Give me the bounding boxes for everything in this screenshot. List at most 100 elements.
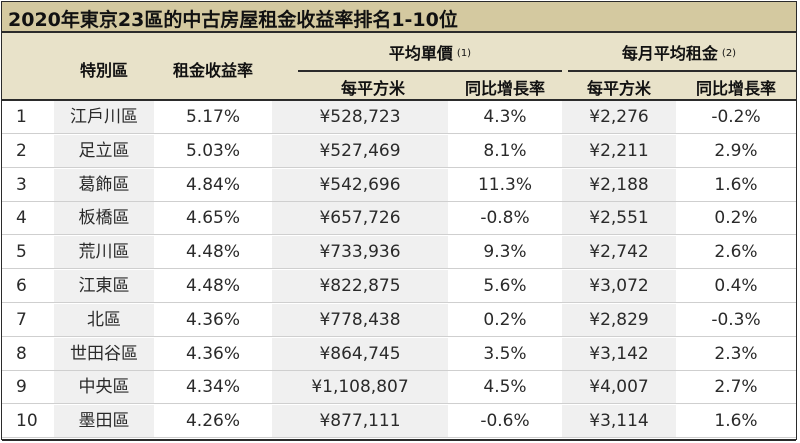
unit-price-cell: ¥877,111: [319, 411, 401, 432]
rent-cell: ¥2,742: [589, 242, 649, 263]
price-growth-cell: 4.3%: [483, 107, 527, 127]
rent-cell: ¥3,072: [589, 276, 649, 296]
table-row: 2 足立區 5.03% ¥527,469 8.1% ¥2,211 2.9%: [2, 134, 796, 168]
district-cell: 江戶川區: [70, 107, 138, 127]
yield-cell: 5.03%: [185, 140, 240, 161]
title-bar: 2020年東京23區的中古房屋租金收益率排名1-10位: [2, 2, 796, 33]
rank-cell: 2: [16, 140, 27, 161]
column-shade: [54, 168, 154, 201]
rent-growth-cell: 1.6%: [714, 411, 758, 432]
table-row: 6 江東區 4.48% ¥822,875 5.6% ¥3,072 0.4%: [2, 270, 796, 303]
rent-growth-cell: 2.7%: [714, 377, 758, 398]
rank-cell: 7: [16, 309, 27, 330]
yield-cell: 4.26%: [185, 411, 240, 432]
column-shade: [562, 236, 676, 269]
header-divider-rent: [568, 70, 796, 72]
price-growth-cell: -0.6%: [480, 411, 530, 432]
rent-growth-cell: 2.9%: [714, 140, 758, 161]
price-growth-cell: 11.3%: [477, 174, 532, 195]
rank-cell: 5: [16, 242, 27, 263]
yield-cell: 4.36%: [185, 309, 240, 330]
rent-cell: ¥2,188: [589, 174, 649, 195]
header-rent-growth: 同比增長率: [695, 79, 776, 98]
rank-cell: 4: [16, 208, 27, 229]
header-rent-label: 每月平均租金: [621, 44, 718, 63]
unit-price-cell: ¥527,469: [319, 140, 401, 161]
table-row: 1 江戶川區 5.17% ¥528,723 4.3% ¥2,276 -0.2%: [2, 101, 796, 134]
rent-cell: ¥2,211: [589, 140, 649, 161]
unit-price-cell: ¥733,936: [319, 242, 401, 263]
district-cell: 荒川區: [78, 242, 130, 263]
price-growth-cell: -0.8%: [480, 208, 530, 229]
rank-cell: 9: [16, 377, 27, 398]
column-shade: [562, 101, 676, 133]
rent-cell: ¥2,551: [589, 208, 649, 229]
yield-cell: 4.36%: [185, 343, 240, 364]
rank-cell: 8: [16, 343, 27, 364]
column-shade: [272, 303, 448, 336]
column-shade: [272, 134, 448, 167]
yield-cell: 4.48%: [185, 242, 240, 263]
column-shade: [562, 202, 676, 235]
column-shade: [562, 168, 676, 201]
table-title: 2020年東京23區的中古房屋租金收益率排名1-10位: [8, 9, 458, 31]
header-unit-price-note: (1): [456, 48, 472, 59]
table-header: 特別區 租金收益率 平均單價 (1) 每月平均租金 (2) 每平方米 同比增長率 每…: [2, 33, 796, 100]
column-shade: [562, 270, 676, 302]
unit-price-cell: ¥657,726: [319, 208, 401, 229]
price-growth-cell: 8.1%: [483, 140, 527, 161]
district-cell: 北區: [87, 309, 121, 330]
price-growth-cell: 4.5%: [483, 377, 527, 398]
district-cell: 墨田區: [78, 411, 130, 432]
rank-cell: 6: [16, 276, 27, 296]
header-district: 特別區: [79, 61, 128, 80]
header-unit-price-label: 平均單價: [388, 44, 453, 63]
price-growth-cell: 9.3%: [483, 242, 527, 263]
column-shade: [562, 134, 676, 167]
yield-cell: 4.34%: [185, 377, 240, 398]
table-row: 8 世田谷區 4.36% ¥864,745 3.5% ¥3,142 2.3%: [2, 337, 796, 371]
table-body: 1 江戶川區 5.17% ¥528,723 4.3% ¥2,276 -0.2% 2 足立區 5.0…: [2, 101, 796, 439]
table-row: 9 中央區 4.34% ¥1,108,807 4.5% ¥4,007 2.7%: [2, 371, 796, 405]
column-shade: [54, 134, 154, 167]
rent-cell: ¥2,829: [589, 309, 649, 330]
header-rent-note: (2): [721, 48, 737, 59]
rent-growth-cell: 0.2%: [714, 208, 758, 229]
column-shade: [54, 202, 154, 235]
header-unit-price-group: 平均單價 (1): [298, 40, 562, 64]
table-row: 3 葛飾區 4.84% ¥542,696 11.3% ¥2,188 1.6%: [2, 168, 796, 202]
table-row: 10 墨田區 4.26% ¥877,111 -0.6% ¥3,114 1.6%: [2, 405, 796, 439]
column-shade: [272, 236, 448, 269]
column-shade: [272, 168, 448, 201]
unit-price-cell: ¥528,723: [319, 107, 401, 127]
rank-cell: 1: [16, 107, 27, 127]
rent-cell: ¥2,276: [589, 107, 649, 127]
unit-price-cell: ¥1,108,807: [311, 377, 409, 398]
header-rent-group: 每月平均租金 (2): [562, 40, 796, 64]
price-growth-cell: 3.5%: [483, 343, 527, 364]
column-shade: [54, 371, 154, 404]
column-shade: [54, 101, 154, 133]
rent-cell: ¥3,142: [589, 343, 649, 364]
header-yield: 租金收益率: [172, 61, 253, 80]
price-growth-cell: 5.6%: [483, 276, 527, 296]
header-price-growth: 同比增長率: [464, 79, 545, 98]
district-cell: 葛飾區: [78, 174, 130, 195]
header-divider-price: [298, 70, 562, 72]
column-shade: [562, 303, 676, 336]
yield-cell: 4.84%: [185, 174, 240, 195]
unit-price-cell: ¥864,745: [319, 343, 401, 364]
column-shade: [272, 101, 448, 133]
rent-growth-cell: 2.6%: [714, 242, 758, 263]
table-bottom-rule: [2, 439, 796, 441]
district-cell: 中央區: [78, 377, 130, 398]
column-shade: [272, 202, 448, 235]
rent-cell: ¥3,114: [589, 411, 649, 432]
table-row: 5 荒川區 4.48% ¥733,936 9.3% ¥2,742 2.6%: [2, 236, 796, 270]
header-per-sqm-price: 每平方米: [340, 79, 405, 98]
rent-growth-cell: 2.3%: [714, 343, 758, 364]
column-shade: [562, 405, 676, 438]
table-row: 7 北區 4.36% ¥778,438 0.2% ¥2,829 -0.3%: [2, 303, 796, 337]
unit-price-cell: ¥778,438: [319, 309, 401, 330]
